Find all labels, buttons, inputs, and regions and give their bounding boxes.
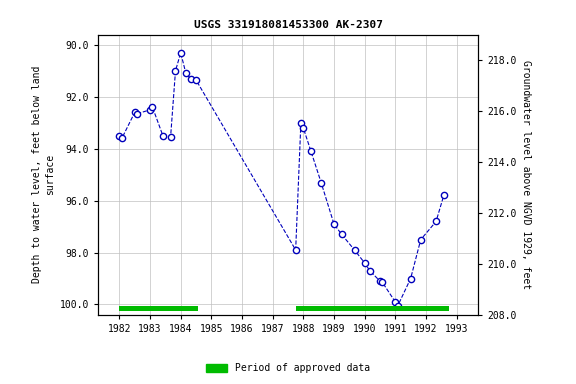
Legend: Period of approved data: Period of approved data bbox=[202, 359, 374, 377]
Bar bbox=[295, 306, 398, 311]
Y-axis label: Depth to water level, feet below land
surface: Depth to water level, feet below land su… bbox=[32, 66, 55, 283]
Y-axis label: Groundwater level above NGVD 1929, feet: Groundwater level above NGVD 1929, feet bbox=[521, 60, 530, 289]
Bar bbox=[398, 306, 449, 311]
Title: USGS 331918081453300 AK-2307: USGS 331918081453300 AK-2307 bbox=[194, 20, 382, 30]
Bar bbox=[119, 306, 199, 311]
